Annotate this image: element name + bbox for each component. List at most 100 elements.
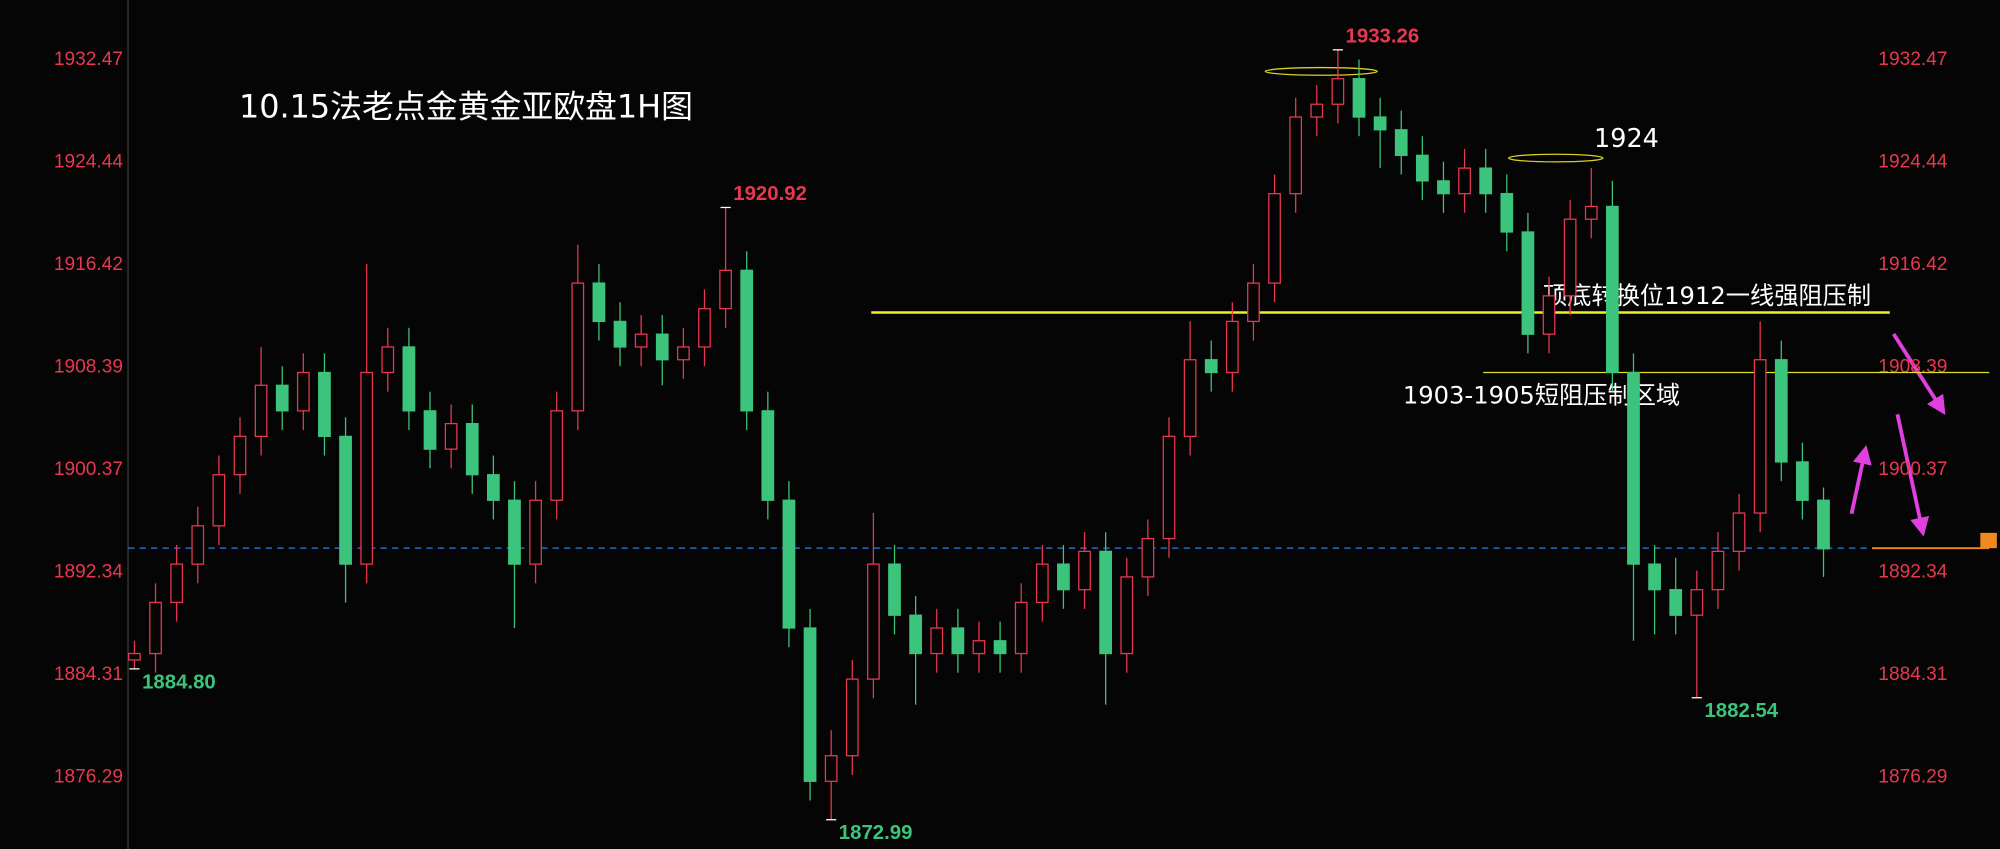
y-tick-label: 1884.31 [54, 664, 123, 685]
low-label: 1872.99 [839, 822, 913, 844]
candle-body [1162, 435, 1176, 540]
candle-body [1204, 359, 1218, 374]
candle-body [149, 601, 162, 655]
candle-body [1120, 576, 1134, 655]
candle-body [275, 384, 289, 412]
y2-tick-label: 1876.29 [1878, 767, 1947, 788]
candle-body [719, 269, 732, 310]
candle-body [1479, 167, 1493, 195]
candle-body [1289, 116, 1303, 195]
candle-body [1437, 180, 1450, 195]
candle-body [1352, 78, 1366, 118]
candle-body [1732, 512, 1746, 552]
candle-body [592, 282, 606, 323]
candle-body [1394, 129, 1408, 156]
low-label: 1884.80 [142, 671, 216, 693]
candle-body [296, 371, 310, 412]
candle-body [1035, 563, 1049, 604]
candle-body [318, 371, 331, 438]
candle-body [444, 422, 458, 450]
candle-body [550, 410, 564, 501]
candle-body [1078, 550, 1091, 591]
chart-title: 10.15法老点金黄金亚欧盘1H图 [239, 87, 693, 125]
candle-body [486, 474, 500, 501]
arrow [1849, 444, 1872, 515]
candle-body [1415, 154, 1429, 182]
y-tick-label: 1876.29 [54, 767, 123, 788]
highlight-ellipse [1264, 66, 1378, 76]
highlight-ellipse [1507, 153, 1604, 163]
candle-body [782, 499, 796, 629]
candle-body [1563, 218, 1577, 297]
y-tick-label: 1924.44 [54, 152, 123, 173]
candle-body [1310, 103, 1324, 118]
candle-body [740, 269, 754, 412]
candle-body [951, 627, 965, 655]
candle-body [761, 410, 775, 501]
candle-body [212, 474, 226, 527]
candle-body [423, 410, 437, 450]
candle-body [360, 371, 374, 565]
candle-body [1584, 205, 1598, 220]
candle-body [191, 525, 205, 565]
candle-body [803, 627, 817, 782]
candle-body [845, 678, 859, 757]
candle-body [1247, 282, 1260, 323]
candle-body [634, 333, 648, 348]
candle-body [1605, 205, 1619, 374]
high-label: 1920.92 [733, 183, 807, 205]
candle-body [402, 346, 416, 412]
price-marker [1980, 532, 1997, 549]
candle-body [1331, 78, 1345, 105]
candle-body [1521, 231, 1535, 335]
candle-body [1225, 320, 1239, 374]
y2-tick-label: 1924.44 [1878, 152, 1947, 173]
y2-tick-label: 1916.42 [1878, 254, 1947, 275]
candle-body [508, 499, 521, 565]
candle-body [1500, 193, 1514, 233]
candle-body [909, 614, 922, 655]
candle-body [655, 333, 669, 361]
candle-body [1014, 601, 1028, 655]
y2-tick-label: 1900.37 [1878, 459, 1947, 480]
y2-tick-label: 1908.39 [1878, 357, 1947, 378]
candle-body [1057, 563, 1070, 591]
candle-body [1183, 359, 1197, 438]
candle-body [529, 499, 542, 565]
candle-body [1268, 193, 1281, 284]
y-tick-label: 1900.37 [54, 459, 123, 480]
candle-body [254, 384, 268, 438]
candle-body [1711, 550, 1725, 591]
y2-tick-label: 1892.34 [1878, 562, 1947, 583]
candle-body [571, 282, 585, 412]
candle-body [1753, 359, 1767, 514]
y-tick-label: 1932.47 [54, 49, 123, 70]
candle-body [1542, 295, 1556, 335]
candle-body [867, 563, 880, 680]
candle-body [993, 640, 1007, 655]
candle-body [888, 563, 901, 616]
candle-body [339, 435, 352, 565]
y2-tick-label: 1932.47 [1878, 49, 1947, 70]
y-tick-label: 1916.42 [54, 254, 123, 275]
candle-body [465, 422, 479, 476]
y2-tick-label: 1884.31 [1878, 664, 1947, 685]
y-tick-label: 1892.34 [54, 562, 123, 583]
candle-body [1774, 359, 1788, 463]
candle-body [1141, 537, 1155, 578]
candle-body [170, 563, 184, 604]
candle-body [824, 755, 838, 782]
low-label: 1882.54 [1704, 700, 1778, 722]
candle-body [1099, 550, 1113, 655]
candle-body [972, 640, 986, 655]
candle-body [613, 320, 627, 348]
candle-body [1817, 499, 1830, 550]
candle-body [1458, 167, 1471, 195]
candle-body [698, 307, 711, 348]
annotation: 顶底转换位1912一线强阻压制 [1543, 282, 1871, 310]
candle-body [128, 652, 141, 661]
candle-body [381, 346, 395, 374]
